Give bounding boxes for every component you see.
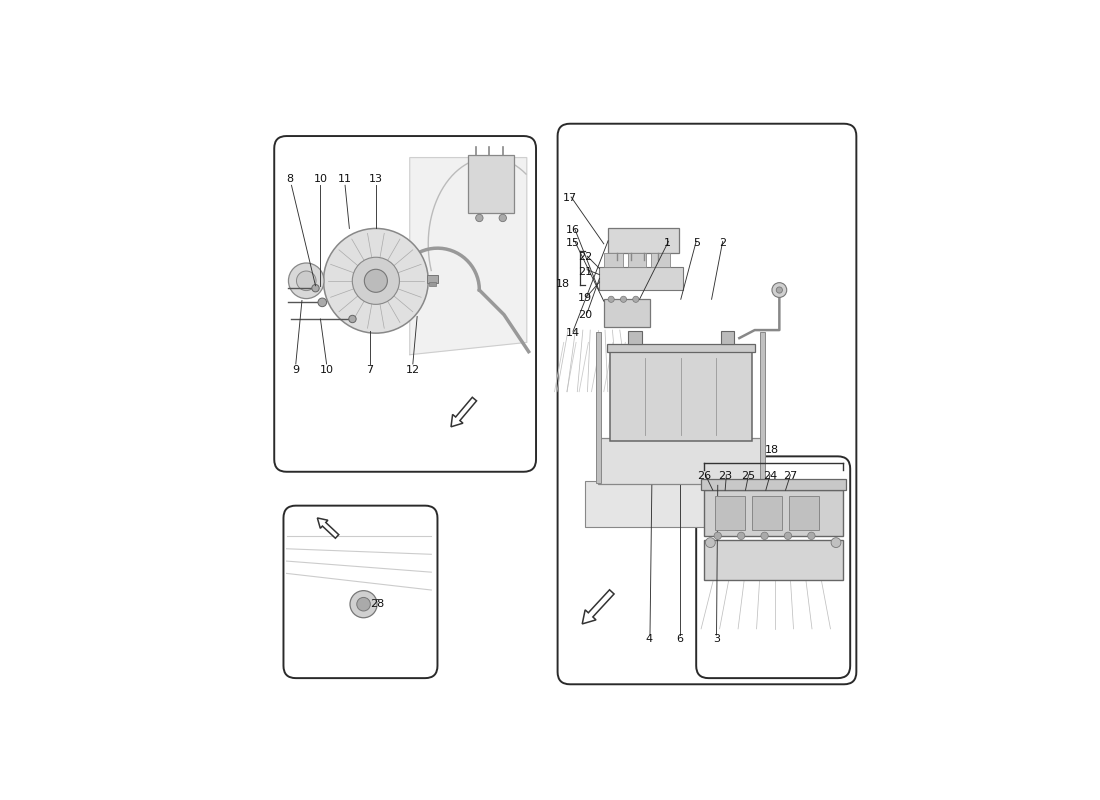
Circle shape — [297, 271, 316, 290]
Circle shape — [737, 532, 745, 539]
Polygon shape — [409, 158, 527, 354]
Text: 10: 10 — [314, 174, 328, 184]
Text: 21: 21 — [579, 266, 593, 277]
Bar — [704, 539, 843, 579]
Text: 2: 2 — [719, 238, 726, 248]
FancyBboxPatch shape — [274, 136, 536, 472]
Bar — [585, 481, 779, 527]
Circle shape — [311, 285, 319, 292]
Text: 18: 18 — [764, 445, 779, 455]
Bar — [760, 332, 766, 483]
Text: 5: 5 — [693, 238, 700, 248]
Bar — [752, 496, 782, 530]
Text: 4: 4 — [646, 634, 652, 644]
Bar — [628, 253, 647, 266]
Bar — [604, 299, 650, 327]
Text: 11: 11 — [338, 174, 352, 184]
FancyArrow shape — [451, 398, 476, 426]
Text: 24: 24 — [763, 471, 778, 481]
Circle shape — [807, 532, 815, 539]
Bar — [628, 330, 642, 344]
FancyArrow shape — [317, 518, 339, 538]
Text: 18: 18 — [556, 279, 570, 289]
FancyBboxPatch shape — [558, 124, 856, 684]
Text: 20: 20 — [579, 310, 593, 320]
Bar — [469, 154, 515, 213]
Text: 10: 10 — [320, 365, 333, 375]
Circle shape — [761, 532, 768, 539]
Bar — [597, 438, 763, 484]
FancyBboxPatch shape — [696, 456, 850, 678]
Bar — [715, 496, 745, 530]
Bar — [429, 282, 436, 286]
Text: eurospares: eurospares — [309, 587, 406, 602]
Bar — [701, 479, 846, 490]
Bar — [427, 274, 438, 283]
Text: 22: 22 — [579, 252, 593, 262]
Circle shape — [608, 296, 614, 302]
Text: 14: 14 — [565, 328, 580, 338]
Text: 19: 19 — [579, 293, 593, 303]
Text: 8: 8 — [286, 174, 294, 184]
Text: 9: 9 — [293, 365, 299, 375]
Text: 7: 7 — [366, 365, 373, 375]
FancyArrow shape — [582, 590, 614, 624]
Circle shape — [714, 532, 722, 539]
Circle shape — [499, 214, 506, 222]
Bar — [604, 253, 623, 266]
Text: 27: 27 — [783, 471, 798, 481]
Text: 28: 28 — [371, 599, 385, 610]
Circle shape — [352, 258, 399, 304]
Text: 23: 23 — [718, 471, 733, 481]
Circle shape — [475, 214, 483, 222]
Text: eurospares: eurospares — [732, 547, 827, 562]
Bar — [600, 266, 683, 290]
Text: eurospares: eurospares — [310, 279, 485, 307]
Circle shape — [349, 315, 356, 322]
Bar — [704, 490, 843, 537]
Text: 26: 26 — [697, 471, 712, 481]
Circle shape — [364, 270, 387, 292]
Circle shape — [620, 296, 627, 302]
Circle shape — [772, 282, 786, 298]
FancyBboxPatch shape — [284, 506, 438, 678]
Circle shape — [323, 229, 428, 333]
Circle shape — [288, 263, 324, 298]
Text: 12: 12 — [406, 365, 420, 375]
Text: eurospares: eurospares — [618, 350, 793, 378]
Text: 16: 16 — [566, 226, 580, 235]
Circle shape — [318, 298, 327, 306]
Circle shape — [832, 538, 840, 547]
Circle shape — [784, 532, 792, 539]
Text: 15: 15 — [566, 238, 580, 248]
Bar — [607, 344, 755, 352]
Text: 13: 13 — [368, 174, 383, 184]
Circle shape — [777, 287, 782, 293]
Text: 17: 17 — [563, 193, 578, 202]
Text: 3: 3 — [713, 634, 721, 644]
Text: 6: 6 — [676, 634, 683, 644]
Text: 1: 1 — [663, 238, 671, 248]
Text: 25: 25 — [741, 471, 756, 481]
Bar — [596, 332, 602, 483]
Bar — [651, 253, 670, 266]
Circle shape — [632, 296, 639, 302]
Circle shape — [705, 538, 715, 547]
Circle shape — [350, 590, 377, 618]
Bar — [789, 496, 818, 530]
Bar — [608, 229, 679, 253]
Bar — [609, 352, 751, 441]
Circle shape — [356, 598, 371, 611]
Bar — [720, 330, 735, 344]
